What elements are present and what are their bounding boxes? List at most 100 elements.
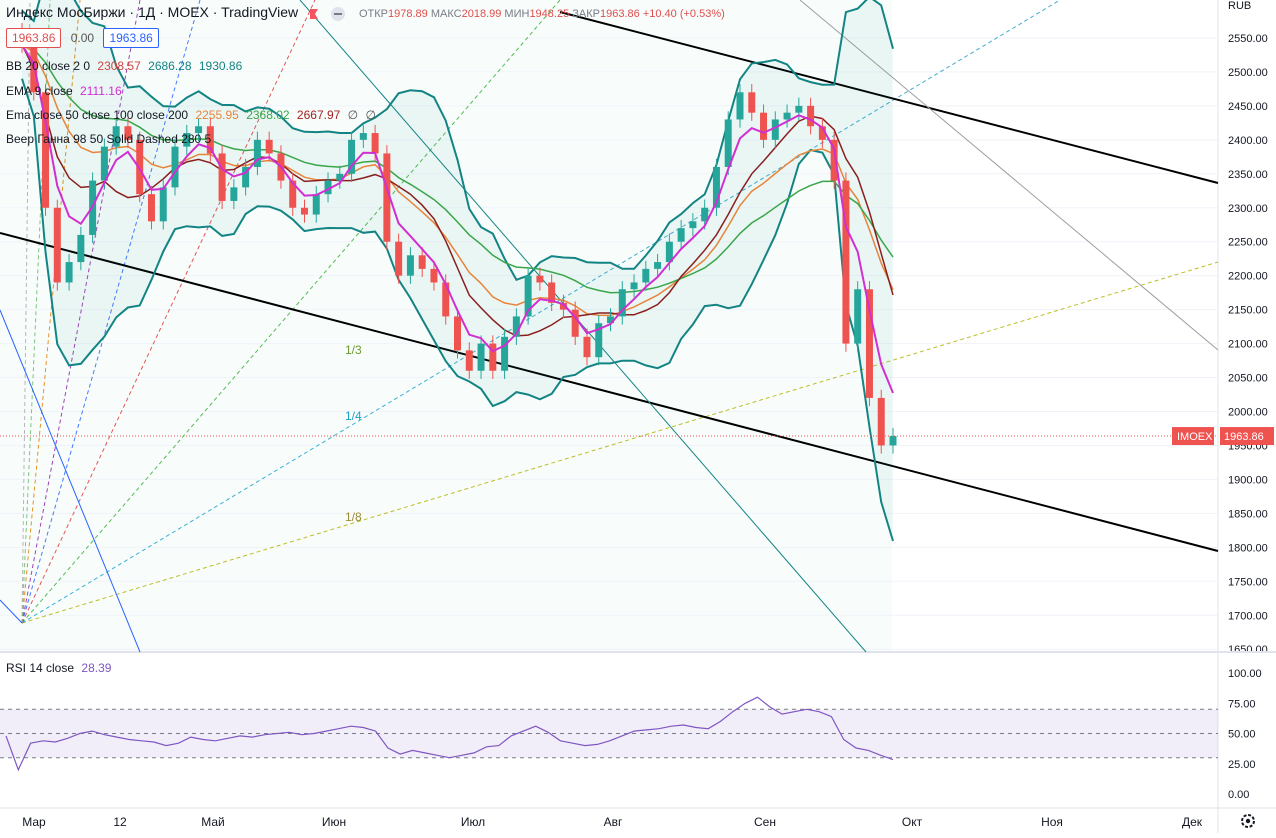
- y-tick-label: 2450.00: [1228, 101, 1268, 113]
- candle-body: [854, 289, 862, 344]
- indicator-bb[interactable]: BB 20 close 2 0 2308.57 2686.28 1930.86: [6, 59, 242, 73]
- candle-body: [677, 228, 685, 242]
- candle-body: [618, 289, 626, 317]
- trade-row: 1963.86 0.00 1963.86: [6, 28, 159, 48]
- trend-line: [299, 0, 867, 653]
- candle-body: [136, 139, 144, 195]
- candle-body: [147, 194, 155, 222]
- candle-body: [383, 153, 391, 242]
- indicator-ema-multi[interactable]: Ema close 50 close 100 close 200 2255.95…: [6, 108, 376, 122]
- candle-body: [595, 323, 603, 358]
- candle-body: [512, 316, 520, 337]
- candle-body: [53, 207, 61, 283]
- candle-body: [171, 146, 179, 188]
- candle-body: [830, 139, 838, 181]
- x-tick-label: Июн: [322, 815, 346, 829]
- candle-body: [112, 126, 120, 147]
- candle-body: [501, 336, 509, 371]
- bb-basis: [21, 44, 894, 337]
- candle-body: [583, 336, 591, 358]
- candle-body: [712, 167, 720, 208]
- candle-body: [630, 282, 638, 290]
- low-value: 1948.25: [529, 8, 570, 20]
- indicator-value: 2111.16: [80, 84, 122, 98]
- candle-body: [253, 139, 261, 167]
- x-tick-label: 12: [113, 815, 127, 829]
- candle-body: [406, 255, 414, 276]
- candle-body: [65, 262, 73, 283]
- indicator-value: 2255.95: [195, 108, 239, 122]
- gann-label: 1/3: [345, 343, 362, 357]
- candle-body: [795, 105, 803, 113]
- low-label: МИН: [504, 8, 530, 20]
- indicator-value: 2686.28: [148, 59, 192, 73]
- indicator-ema9[interactable]: EMA 9 close 2111.16: [6, 84, 122, 98]
- candle-body: [312, 194, 320, 215]
- buy-price-button[interactable]: 1963.86: [103, 28, 159, 48]
- y-tick-label: 1850.00: [1228, 508, 1268, 520]
- ohlc-readout: ОТКР1978.89 МАКС2018.99 МИН1948.25 ЗАКР1…: [359, 8, 725, 20]
- gann-fan-line: [21, 0, 81, 624]
- y-tick-label: 1750.00: [1228, 576, 1268, 588]
- candle-body: [524, 275, 532, 317]
- x-tick-label: Сен: [754, 815, 776, 829]
- rsi-name: RSI 14 close: [6, 661, 75, 675]
- rsi-line: [5, 696, 894, 772]
- x-tick-label: Июл: [461, 815, 485, 829]
- candle-body: [818, 126, 826, 140]
- rsi-value: 28.39: [81, 661, 112, 675]
- gann-fan-line: [21, 0, 1061, 624]
- y-tick-label: 1700.00: [1228, 610, 1268, 622]
- candle-body: [348, 139, 356, 174]
- y-tick-label: 2050.00: [1228, 373, 1268, 385]
- gann-fan-line: [21, 0, 31, 624]
- bookmark-icon[interactable]: [308, 7, 322, 21]
- ema-9: [21, 44, 894, 394]
- symbol-title[interactable]: Индекс МосБиржи · 1Д · MOEX · TradingVie…: [6, 4, 299, 20]
- candle-body: [336, 173, 344, 181]
- minus-icon[interactable]: [331, 6, 346, 21]
- open-value: 1978.89: [388, 8, 428, 20]
- candle-body: [418, 255, 426, 269]
- candle-body: [748, 92, 756, 113]
- candle-body: [42, 92, 50, 208]
- x-tick-label: Мар: [22, 815, 46, 829]
- candle-body: [159, 187, 167, 222]
- candle-body: [442, 282, 450, 317]
- settings-icon[interactable]: [1241, 814, 1255, 828]
- indicator-value: 2368.02: [246, 108, 290, 122]
- candle-body: [218, 153, 226, 201]
- y-tick-label: 2150.00: [1228, 305, 1268, 317]
- candle-body: [489, 343, 497, 371]
- candle-body: [736, 92, 744, 120]
- gann-label: 1/4: [345, 409, 362, 423]
- candle-body: [689, 221, 697, 229]
- y-tick-label: 1900.00: [1228, 474, 1268, 486]
- spread-value: 0.00: [70, 31, 95, 45]
- y-tick-label: 1650.00: [1228, 644, 1268, 656]
- candle-body: [842, 180, 850, 344]
- y-tick-label: 2500.00: [1228, 67, 1268, 79]
- candle-body: [265, 139, 273, 154]
- rsi-legend[interactable]: RSI 14 close 28.39: [6, 661, 111, 675]
- y-tick-label: 2250.00: [1228, 237, 1268, 249]
- indicator-value: 2667.97: [296, 108, 341, 122]
- candle-body: [371, 133, 379, 154]
- candle-body: [395, 241, 403, 276]
- trend-line: [0, 232, 1219, 552]
- currency-label[interactable]: RUB: [1228, 0, 1252, 12]
- indicator-name: BB 20 close 2 0: [6, 59, 91, 73]
- indicator-gann[interactable]: Веер Ганна 98 50 Solid Dashed 280 5: [6, 132, 211, 146]
- candle-body: [701, 207, 709, 222]
- x-tick-label: Авг: [604, 815, 623, 829]
- indicator-name: Ema close 50 close 100 close 200: [6, 108, 189, 122]
- x-tick-label: Ноя: [1041, 815, 1063, 829]
- rsi-tick-label: 75.00: [1228, 698, 1256, 710]
- candle-body: [771, 119, 779, 140]
- sell-price-button[interactable]: 1963.86: [6, 28, 62, 48]
- gann-fan-line: [0, 599, 23, 624]
- y-tick-label: 1800.00: [1228, 542, 1268, 554]
- indicator-name: Веер Ганна 98 50 Solid Dashed 280 5: [6, 132, 212, 146]
